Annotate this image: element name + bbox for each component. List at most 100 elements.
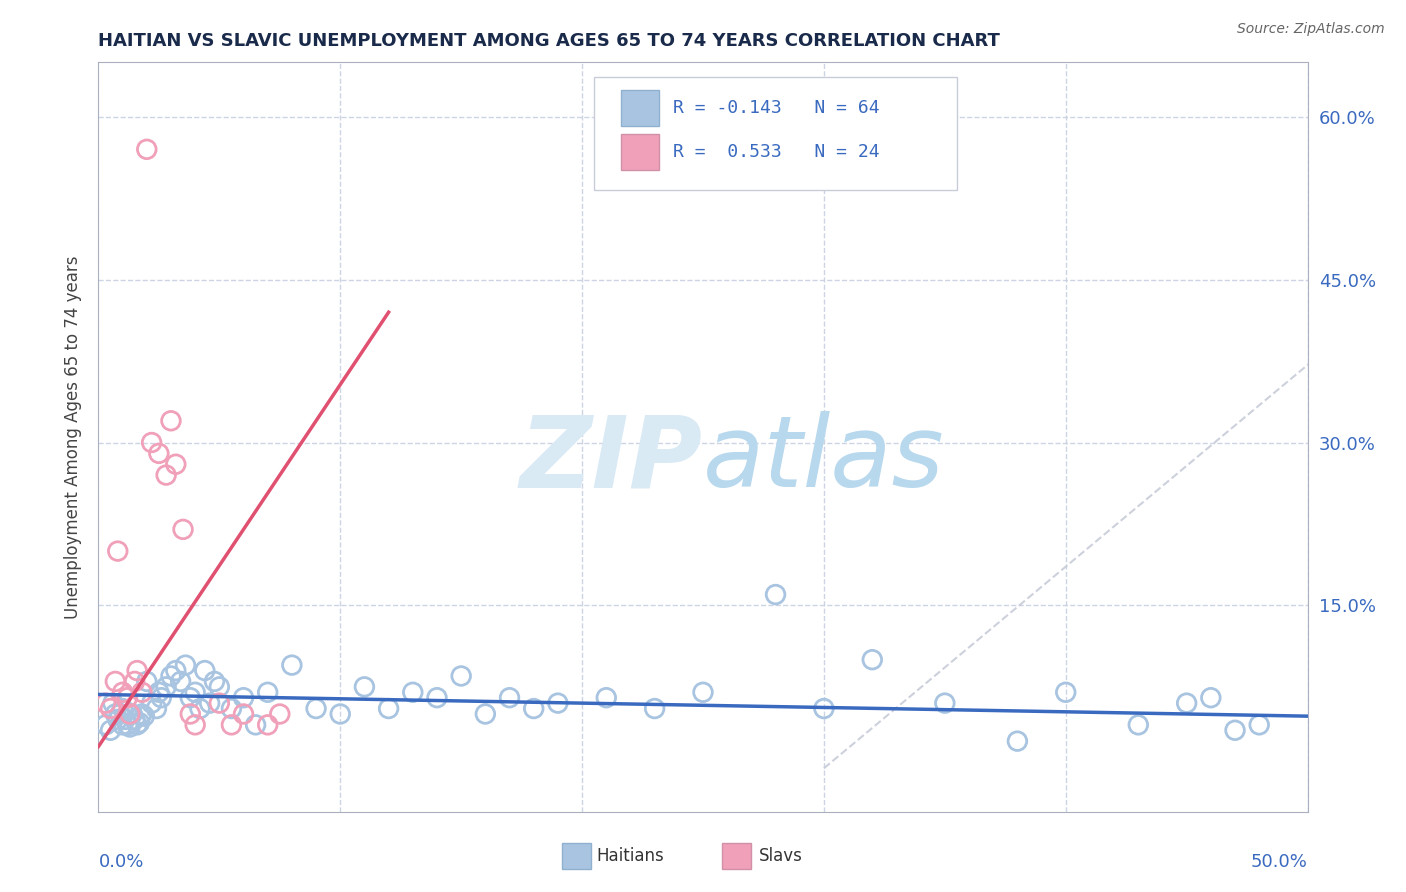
Point — [100, 701, 122, 715]
Point — [118, 720, 141, 734]
Point — [114, 713, 136, 727]
Point — [131, 685, 153, 699]
Point — [150, 690, 173, 705]
Point — [329, 706, 352, 721]
FancyBboxPatch shape — [621, 134, 659, 170]
Point — [281, 658, 304, 673]
Point — [194, 664, 217, 678]
Point — [232, 690, 254, 705]
Point — [127, 664, 149, 678]
Text: Source: ZipAtlas.com: Source: ZipAtlas.com — [1237, 22, 1385, 37]
Point — [353, 680, 375, 694]
Point — [111, 701, 134, 715]
Text: ZIP: ZIP — [520, 411, 703, 508]
Point — [204, 674, 226, 689]
Point — [165, 457, 187, 471]
Point — [377, 701, 399, 715]
Point — [135, 674, 157, 689]
Point — [172, 522, 194, 536]
Point — [128, 715, 150, 730]
Point — [108, 706, 131, 721]
Point — [474, 706, 496, 721]
Text: Haitians: Haitians — [596, 847, 665, 865]
Point — [1175, 696, 1198, 710]
Point — [450, 669, 472, 683]
Point — [94, 696, 117, 710]
Point — [402, 685, 425, 699]
Point — [208, 696, 231, 710]
Point — [305, 701, 328, 715]
FancyBboxPatch shape — [595, 78, 957, 190]
Point — [256, 685, 278, 699]
Point — [148, 685, 170, 699]
Point — [134, 709, 156, 723]
Text: atlas: atlas — [703, 411, 945, 508]
Point — [141, 435, 163, 450]
Point — [104, 706, 127, 721]
Point — [135, 142, 157, 156]
Point — [174, 658, 197, 673]
FancyBboxPatch shape — [621, 90, 659, 126]
Point — [1223, 723, 1246, 738]
Point — [179, 690, 201, 705]
Point — [860, 653, 883, 667]
Text: R = -0.143   N = 64: R = -0.143 N = 64 — [672, 99, 879, 117]
Point — [221, 718, 243, 732]
Point — [934, 696, 956, 710]
Point — [426, 690, 449, 705]
Point — [107, 713, 129, 727]
Text: 50.0%: 50.0% — [1251, 853, 1308, 871]
Point — [101, 696, 124, 710]
Point — [124, 674, 146, 689]
Point — [131, 706, 153, 721]
Point — [208, 680, 231, 694]
Point — [1199, 690, 1222, 705]
Point — [644, 701, 666, 715]
Point — [184, 718, 207, 732]
Point — [111, 718, 134, 732]
Point — [155, 680, 177, 694]
Point — [184, 685, 207, 699]
Point — [692, 685, 714, 699]
Y-axis label: Unemployment Among Ages 65 to 74 years: Unemployment Among Ages 65 to 74 years — [63, 255, 82, 619]
Point — [94, 718, 117, 732]
Point — [256, 718, 278, 732]
Point — [141, 696, 163, 710]
Point — [160, 414, 183, 428]
Point — [269, 706, 291, 721]
Text: HAITIAN VS SLAVIC UNEMPLOYMENT AMONG AGES 65 TO 74 YEARS CORRELATION CHART: HAITIAN VS SLAVIC UNEMPLOYMENT AMONG AGE… — [98, 32, 1000, 50]
Point — [117, 718, 139, 732]
Point — [118, 706, 141, 721]
Point — [232, 706, 254, 721]
FancyBboxPatch shape — [723, 843, 751, 869]
Point — [1054, 685, 1077, 699]
Point — [498, 690, 520, 705]
Point — [145, 701, 167, 715]
Point — [127, 718, 149, 732]
Point — [221, 701, 243, 715]
Point — [100, 723, 122, 738]
Point — [1128, 718, 1150, 732]
Point — [813, 701, 835, 715]
Point — [1007, 734, 1029, 748]
Text: Slavs: Slavs — [759, 847, 803, 865]
Point — [148, 446, 170, 460]
Point — [155, 468, 177, 483]
Text: 0.0%: 0.0% — [98, 853, 143, 871]
Point — [595, 690, 617, 705]
Point — [245, 718, 267, 732]
Point — [1249, 718, 1271, 732]
Point — [104, 674, 127, 689]
Point — [107, 544, 129, 558]
Point — [124, 713, 146, 727]
Point — [198, 696, 221, 710]
Point — [111, 685, 134, 699]
Point — [547, 696, 569, 710]
Point — [169, 674, 191, 689]
Point — [765, 588, 787, 602]
Text: R =  0.533   N = 24: R = 0.533 N = 24 — [672, 143, 879, 161]
FancyBboxPatch shape — [561, 843, 591, 869]
Point — [117, 690, 139, 705]
Point — [179, 706, 201, 721]
Point — [523, 701, 546, 715]
